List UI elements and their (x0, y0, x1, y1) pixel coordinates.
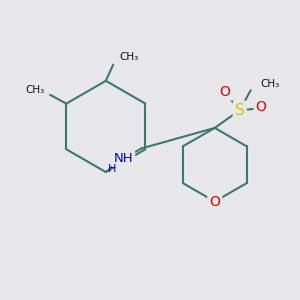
Text: CH₃: CH₃ (119, 52, 138, 62)
Text: CH₃: CH₃ (260, 79, 280, 89)
Text: H: H (107, 164, 116, 174)
Text: O: O (220, 85, 230, 99)
Text: CH₃: CH₃ (25, 85, 44, 95)
Text: S: S (235, 103, 245, 118)
Text: NH: NH (114, 152, 133, 165)
Text: O: O (209, 194, 220, 208)
Text: O: O (256, 100, 266, 114)
